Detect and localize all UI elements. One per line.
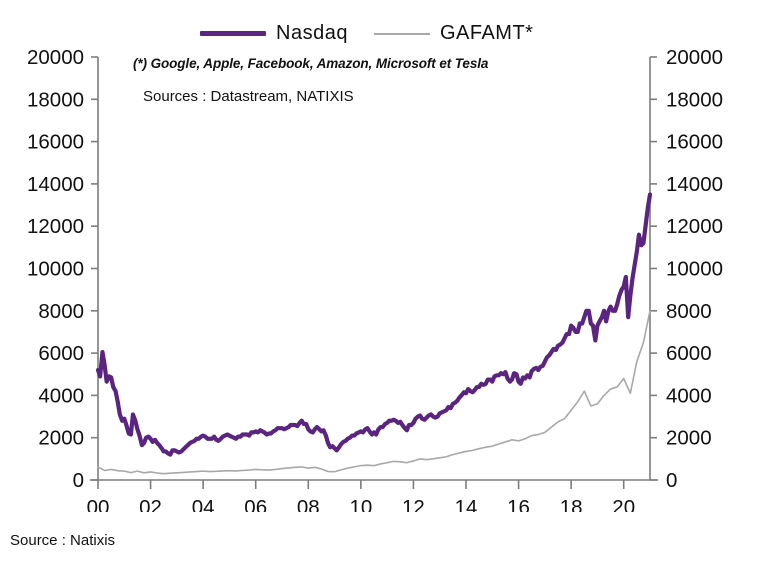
svg-text:12000: 12000: [666, 215, 723, 238]
svg-text:16000: 16000: [27, 131, 84, 154]
svg-text:00: 00: [87, 496, 110, 512]
legend-label-gafamt: GAFAMT*: [439, 22, 534, 44]
legend-swatch-nasdaq-icon: [200, 31, 266, 36]
svg-text:8000: 8000: [38, 300, 84, 323]
svg-text:2000: 2000: [38, 427, 84, 450]
legend-item-gafamt[interactable]: GAFAMT*: [373, 22, 534, 45]
svg-text:10: 10: [349, 496, 372, 512]
svg-text:12000: 12000: [27, 215, 84, 238]
svg-text:06: 06: [244, 496, 267, 512]
svg-text:18: 18: [560, 496, 583, 512]
sources-text: Sources : Datastream, NATIXIS: [143, 88, 354, 105]
svg-text:12: 12: [402, 496, 425, 512]
svg-text:18000: 18000: [666, 88, 723, 111]
legend-item-nasdaq[interactable]: Nasdaq: [200, 22, 348, 45]
svg-text:20000: 20000: [27, 46, 84, 69]
chart-series: [95, 192, 653, 475]
legend-swatch-gafamt-icon: [373, 32, 430, 35]
chart-axes: [90, 56, 658, 489]
svg-text:6000: 6000: [38, 342, 84, 365]
svg-text:2000: 2000: [666, 427, 712, 450]
svg-text:18000: 18000: [27, 88, 84, 111]
footnote-text: (*) Google, Apple, Facebook, Amazon, Mic…: [133, 56, 489, 71]
svg-text:08: 08: [297, 496, 320, 512]
svg-text:4000: 4000: [666, 384, 712, 407]
svg-text:02: 02: [139, 496, 162, 512]
nasdaq-gafamt-chart: 0 2000 4000 6000 8000 10000 12000 14000 16000 180…: [27, 22, 723, 512]
page-source-caption: Source : Natixis: [10, 532, 116, 549]
svg-text:10000: 10000: [27, 258, 84, 281]
svg-text:8000: 8000: [666, 300, 712, 323]
legend-label-nasdaq: Nasdaq: [276, 22, 348, 44]
svg-text:0: 0: [73, 469, 84, 492]
chart-legend: Nasdaq GAFAMT*: [200, 22, 533, 45]
svg-text:14000: 14000: [27, 173, 84, 196]
svg-text:4000: 4000: [38, 384, 84, 407]
chart-canvas: 0200040006000800010000120001400016000180…: [27, 46, 723, 512]
svg-text:20: 20: [612, 496, 635, 512]
chart-tick-labels: 0200040006000800010000120001400016000180…: [27, 46, 723, 512]
svg-text:14000: 14000: [666, 173, 723, 196]
svg-text:16: 16: [507, 496, 530, 512]
svg-text:20000: 20000: [666, 46, 723, 69]
svg-text:04: 04: [192, 496, 215, 512]
svg-text:10000: 10000: [666, 258, 723, 281]
svg-text:0: 0: [666, 469, 677, 492]
svg-text:14: 14: [455, 496, 478, 512]
svg-text:6000: 6000: [666, 342, 712, 365]
svg-text:16000: 16000: [666, 131, 723, 154]
